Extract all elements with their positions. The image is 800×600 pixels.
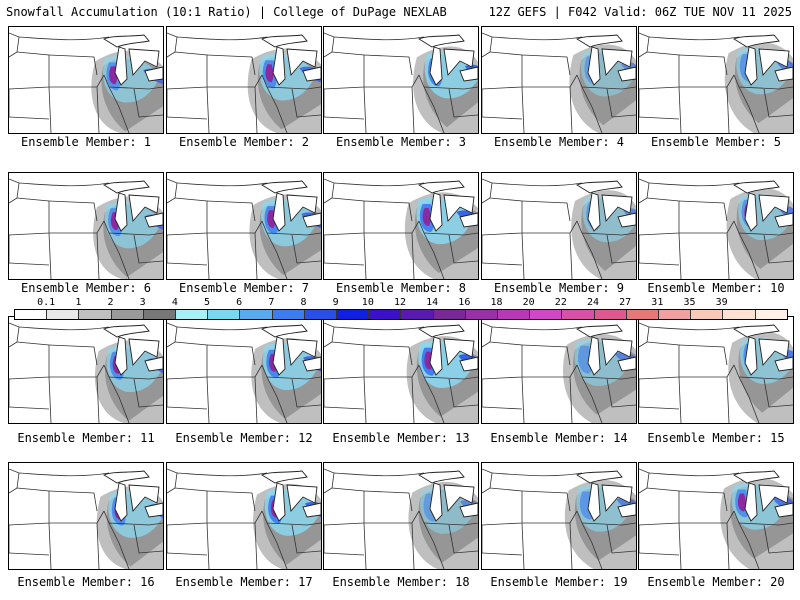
colorbar-segment [240, 310, 273, 319]
colorbar-tick-label: 5 [203, 297, 211, 308]
ensemble-member-map [323, 462, 479, 570]
colorbar-tick-label: 3 [139, 297, 146, 308]
map-title: Snowfall Accumulation (10:1 Ratio) | Col… [6, 5, 447, 19]
colorbar-segment [304, 310, 338, 319]
colorbar-segment [401, 310, 434, 319]
colorbar-segment [47, 310, 80, 319]
ensemble-member-label: Ensemble Member: 1 [20, 135, 152, 149]
colorbar-segment [594, 310, 627, 319]
colorbar-segment [723, 310, 756, 319]
ensemble-member-label: Ensemble Member: 8 [335, 281, 467, 295]
ensemble-member-map [481, 462, 637, 570]
header: Snowfall Accumulation (10:1 Ratio) | Col… [0, 0, 800, 22]
colorbar-segment [369, 310, 402, 319]
colorbar-segment [208, 310, 241, 319]
ensemble-member-map [481, 172, 637, 280]
ensemble-member-map [323, 172, 479, 280]
colorbar-tick-label: 16 [458, 297, 471, 308]
ensemble-member-label: Ensemble Member: 12 [175, 431, 313, 445]
ensemble-member-map [166, 316, 322, 424]
colorbar-tick-label: 1 [75, 297, 82, 308]
ensemble-member-map [8, 462, 164, 570]
colorbar-segment [530, 310, 563, 319]
colorbar-segment [111, 310, 144, 319]
colorbar-tick-label: 2 [107, 297, 114, 308]
ensemble-member-map [481, 26, 637, 134]
colorbar-tick-label: 8 [300, 297, 307, 308]
colorbar-segment [465, 310, 499, 319]
ensemble-member-map [8, 172, 164, 280]
ensemble-member-map [8, 316, 164, 424]
colorbar-segment [755, 310, 787, 319]
colorbar-tick-label: 24 [586, 297, 600, 308]
colorbar-tick-label: 4 [171, 297, 178, 308]
model-valid-time: 12Z GEFS | F042 Valid: 06Z TUE NOV 11 20… [488, 5, 792, 19]
colorbar-segment [79, 310, 112, 319]
colorbar-segment [562, 310, 595, 319]
ensemble-member-map [638, 172, 794, 280]
ensemble-member-label: Ensemble Member: 7 [178, 281, 310, 295]
colorbar-tick-label: 10 [361, 297, 374, 308]
ensemble-member-label: Ensemble Member: 16 [17, 575, 155, 589]
ensemble-member-label: Ensemble Member: 4 [493, 135, 625, 149]
colorbar-segment [272, 310, 305, 319]
ensemble-member-label: Ensemble Member: 13 [332, 431, 470, 445]
ensemble-member-label: Ensemble Member: 9 [493, 281, 625, 295]
ensemble-member-map [8, 26, 164, 134]
colorbar-tick-label: 0.1 [37, 297, 56, 308]
colorbar-tick-label: 14 [426, 297, 439, 308]
colorbar-tick-label: 20 [522, 297, 535, 308]
colorbar-segment [143, 310, 177, 319]
ensemble-member-map [166, 26, 322, 134]
ensemble-member-label: Ensemble Member: 11 [17, 431, 155, 445]
ensemble-member-label: Ensemble Member: 3 [335, 135, 467, 149]
colorbar-tick-label: 9 [332, 297, 339, 308]
ensemble-member-map [323, 26, 479, 134]
colorbar-tick-label: 12 [393, 297, 407, 308]
colorbar-segment [626, 310, 660, 319]
ensemble-member-label: Ensemble Member: 2 [178, 135, 310, 149]
colorbar-tick-label: 27 [619, 297, 632, 308]
colorbar-tick-label: 39 [715, 297, 728, 308]
colorbar-segment [498, 310, 531, 319]
ensemble-member-map [481, 316, 637, 424]
ensemble-member-label: Ensemble Member: 15 [647, 431, 785, 445]
colorbar-tick-label: 18 [490, 297, 503, 308]
ensemble-member-label: Ensemble Member: 18 [332, 575, 470, 589]
colorbar-segment [176, 310, 209, 319]
colorbar-tick-label: 6 [236, 297, 243, 308]
colorbar-segment [337, 310, 370, 319]
ensemble-member-label: Ensemble Member: 5 [650, 135, 782, 149]
ensemble-member-map [638, 26, 794, 134]
ensemble-member-map [166, 172, 322, 280]
colorbar-tick-label: 35 [683, 297, 696, 308]
colorbar-segment [691, 310, 724, 319]
ensemble-member-map [638, 316, 794, 424]
ensemble-member-label: Ensemble Member: 6 [20, 281, 152, 295]
colorbar-ticks: 0.1 1 2 3 4 5 6 7 8 9 10 12 14 16 18 20 22 24 27 31 35 39 [14, 297, 786, 309]
ensemble-member-map [166, 462, 322, 570]
colorbar-tick-label: 31 [651, 297, 664, 308]
colorbar [14, 309, 788, 320]
ensemble-member-label: Ensemble Member: 19 [490, 575, 628, 589]
ensemble-member-label: Ensemble Member: 20 [647, 575, 785, 589]
colorbar-segment [15, 310, 48, 319]
colorbar-segment [659, 310, 692, 319]
ensemble-member-map [638, 462, 794, 570]
ensemble-member-map [323, 316, 479, 424]
colorbar-tick-label: 22 [554, 297, 567, 308]
ensemble-member-label: Ensemble Member: 17 [175, 575, 313, 589]
colorbar-tick-label: 7 [268, 297, 275, 308]
colorbar-segment [433, 310, 466, 319]
ensemble-member-label: Ensemble Member: 14 [490, 431, 628, 445]
ensemble-member-label: Ensemble Member: 10 [647, 281, 785, 295]
